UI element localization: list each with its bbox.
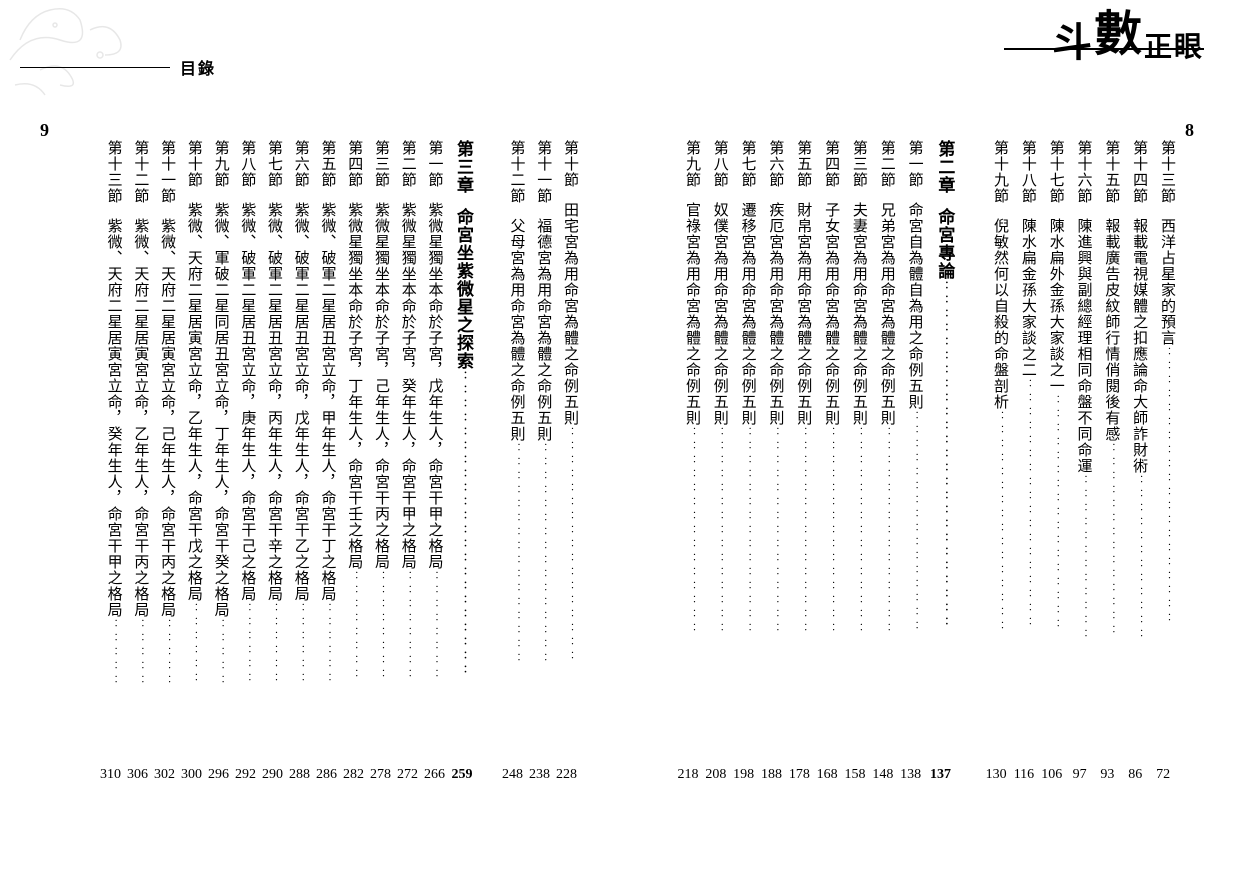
toc-entry: 第十二節 父母宮為用命宮為體之命例五則︰︰︰︰︰︰︰︰︰︰︰︰︰︰︰︰: [503, 140, 524, 783]
toc-columns-right: 第十三節 西洋占星家的預言︰︰︰︰︰︰︰︰︰︰︰︰︰︰︰︰︰︰︰︰ 第十四節 報載…: [677, 140, 1174, 783]
toc-pagenum: 290: [262, 767, 283, 783]
book-title: 斗 數 正眼: [1052, 0, 1204, 70]
toc-entry: 第三節 紫微星獨坐本命於子宮，己年生人，命宮干丙之格局︰︰︰︰︰︰︰︰: [367, 140, 388, 783]
toc-pagenum: 97: [1069, 767, 1091, 783]
toc-entry: 第七節 紫微、破軍二星居丑宮立命，丙年生人，命宮干辛之格局︰︰︰︰︰︰: [260, 140, 281, 783]
toc-entry: 第八節 奴僕宮為用命宮為體之命例五則︰︰︰︰︰︰︰︰︰︰︰︰︰︰︰: [705, 140, 727, 783]
toc-heading: 目錄: [180, 55, 216, 79]
toc-chapter: 第二章 命宮專論︰︰︰︰︰︰︰︰︰︰︰︰︰︰︰︰︰︰︰︰︰︰︰︰︰: [928, 140, 954, 783]
toc-entry: 第十節 紫微、天府二星居寅宮立命，乙年生人，命宮干戊之格局︰︰︰︰︰︰: [180, 140, 201, 783]
toc-pagenum: 198: [733, 767, 755, 783]
toc-entry: 第八節 紫微、破軍二星居丑宮立命，庚年生人，命宮干己之格局︰︰︰︰︰︰: [234, 140, 255, 783]
toc-pagenum: 306: [127, 767, 148, 783]
toc-pagenum: 296: [208, 767, 229, 783]
toc-pagenum: 248: [502, 767, 523, 783]
title-char-dou: 斗: [1052, 10, 1092, 68]
toc-pagenum: 278: [370, 767, 391, 783]
title-underline: [1004, 48, 1204, 50]
toc-entry: 第一節 紫微星獨坐本命於子宮，戊年生人，命宮干甲之格局︰︰︰︰︰︰︰︰: [421, 140, 442, 783]
flourish-decoration: [0, 0, 180, 100]
toc-entry: 第二節 紫微星獨坐本命於子宮，癸年生人，命宮干甲之格局︰︰︰︰︰︰︰︰: [394, 140, 415, 783]
toc-chapter: 第三章 命宮坐紫微星之探索︰︰︰︰︰︰︰︰︰︰︰︰︰︰︰︰︰︰︰︰︰︰: [447, 140, 472, 783]
toc-entry: 第六節 疾厄宮為用命宮為體之命例五則︰︰︰︰︰︰︰︰︰︰︰︰︰︰︰: [761, 140, 783, 783]
toc-pagenum: 302: [154, 767, 175, 783]
toc-entry: 第四節 紫微星獨坐本命於子宮，丁年生人，命宮干壬之格局︰︰︰︰︰︰︰︰: [341, 140, 362, 783]
toc-pagenum: 259: [451, 767, 473, 783]
toc-pagenum: 72: [1152, 767, 1174, 783]
toc-pagenum: 300: [181, 767, 202, 783]
toc-pagenum: 137: [928, 767, 954, 783]
toc-pagenum: 266: [424, 767, 445, 783]
page-number-left: 9: [40, 120, 49, 141]
page-left: 目錄 9 第十節 田宅宮為用命宮為體之命例五則︰︰︰︰︰︰︰︰︰︰︰︰︰︰︰︰︰…: [0, 0, 617, 873]
toc-entry: 第十二節 紫微、天府二星居寅宮立命，乙年生人，命宮干丙之格局︰︰︰︰︰: [127, 140, 148, 783]
toc-pagenum: 288: [289, 767, 310, 783]
toc-entry: 第五節 紫微、破軍二星居丑宮立命，甲年生人，命宮干丁之格局︰︰︰︰︰︰: [314, 140, 335, 783]
toc-pagenum: 148: [872, 767, 894, 783]
toc-pagenum: 106: [1041, 767, 1063, 783]
toc-pagenum: 86: [1124, 767, 1146, 783]
toc-entry: 第十節 田宅宮為用命宮為體之命例五則︰︰︰︰︰︰︰︰︰︰︰︰︰︰︰︰︰: [556, 140, 577, 783]
toc-pagenum: 178: [788, 767, 810, 783]
toc-entry: 第十八節 陳水扁金孫大家談之二︰︰︰︰︰︰︰︰︰︰︰︰︰︰︰︰︰︰: [1013, 140, 1035, 783]
toc-pagenum: 282: [343, 767, 364, 783]
toc-pagenum: 168: [816, 767, 838, 783]
title-char-shu: 數: [1094, 0, 1142, 64]
toc-entry: 第十四節 報載電視媒體之扣應論命大師詐財術︰︰︰︰︰︰︰︰︰︰︰︰: [1124, 140, 1146, 783]
toc-pagenum: 292: [235, 767, 256, 783]
toc-entry: 第十一節 紫微、天府二星居寅宮立命，己年生人，命宮干丙之格局︰︰︰︰︰: [153, 140, 174, 783]
toc-pagenum: 158: [844, 767, 866, 783]
toc-entry: 第四節 子女宮為用命宮為體之命例五則︰︰︰︰︰︰︰︰︰︰︰︰︰︰︰: [816, 140, 838, 783]
toc-pagenum: 272: [397, 767, 418, 783]
toc-pagenum: 116: [1013, 767, 1035, 783]
toc-entry: 第十三節 紫微、天府二星居寅宮立命，癸年生人，命宮干甲之格局︰︰︰︰︰: [100, 140, 121, 783]
toc-entry: 第十六節 陳進興與副總經理相同命盤不同命運︰︰︰︰︰︰︰︰︰︰︰︰: [1069, 140, 1091, 783]
toc-columns-left: 第十節 田宅宮為用命宮為體之命例五則︰︰︰︰︰︰︰︰︰︰︰︰︰︰︰︰︰第十一節 …: [100, 140, 577, 783]
toc-pagenum: 130: [985, 767, 1007, 783]
toc-entry: 第十三節 西洋占星家的預言︰︰︰︰︰︰︰︰︰︰︰︰︰︰︰︰︰︰︰︰: [1152, 140, 1174, 783]
page-right: 斗 數 正眼 8 第十三節 西洋占星家的預言︰︰︰︰︰︰︰︰︰︰︰︰︰︰︰︰︰︰…: [617, 0, 1234, 873]
toc-pagenum: 310: [100, 767, 121, 783]
toc-pagenum: 93: [1097, 767, 1119, 783]
toc-entry: 第三節 夫妻宮為用命宮為體之命例五則︰︰︰︰︰︰︰︰︰︰︰︰︰︰︰: [844, 140, 866, 783]
toc-entry: 第七節 遷移宮為用命宮為體之命例五則︰︰︰︰︰︰︰︰︰︰︰︰︰︰︰: [733, 140, 755, 783]
toc-entry: 第五節 財帛宮為用命宮為體之命例五則︰︰︰︰︰︰︰︰︰︰︰︰︰︰︰: [788, 140, 810, 783]
toc-pagenum: 188: [761, 767, 783, 783]
toc-entry: 第十五節 報載廣告皮紋師行情俏閱後有感︰︰︰︰︰︰︰︰︰︰︰︰︰︰: [1097, 140, 1119, 783]
toc-entry: 第十一節 福德宮為用命宮為體之命例五則︰︰︰︰︰︰︰︰︰︰︰︰︰︰︰︰: [530, 140, 551, 783]
toc-pagenum: 218: [677, 767, 699, 783]
toc-entry: 第九節 紫微、軍破二星同居丑宮立命，丁年生人，命宮干癸之格局︰︰︰︰︰: [207, 140, 228, 783]
toc-entry: 第二節 兄弟宮為用命宮為體之命例五則︰︰︰︰︰︰︰︰︰︰︰︰︰︰︰: [872, 140, 894, 783]
toc-pagenum: 238: [529, 767, 550, 783]
page-number-right: 8: [1185, 120, 1194, 141]
toc-entry: 第十七節 陳水扁外金孫大家談之一︰︰︰︰︰︰︰︰︰︰︰︰︰︰︰︰︰: [1041, 140, 1063, 783]
toc-pagenums-left: 228 238 248 259 266 272 278 282 286 288 290 292 296 3…: [100, 767, 577, 783]
toc-pagenum: 138: [900, 767, 922, 783]
toc-pagenum: 286: [316, 767, 337, 783]
toc-entry: 第九節 官祿宮為用命宮為體之命例五則︰︰︰︰︰︰︰︰︰︰︰︰︰︰︰: [677, 140, 699, 783]
toc-entry: 第六節 紫微、破軍二星居丑宮立命，戊年生人，命宮干乙之格局︰︰︰︰︰︰: [287, 140, 308, 783]
toc-pagenums-right: 72 86 93 97 106 116 130 137 138 148 158 168 178 188 19…: [677, 767, 1174, 783]
title-chars-zhengyan: 正眼: [1144, 25, 1204, 65]
toc-entry: 第一節 命宮自為體自為用之命例五則︰︰︰︰︰︰︰︰︰︰︰︰︰︰︰︰: [900, 140, 922, 783]
toc-pagenum: 228: [556, 767, 577, 783]
toc-entry: 第十九節 倪敏然何以自殺的命盤剖析︰︰︰︰︰︰︰︰︰︰︰︰︰︰︰︰: [985, 140, 1007, 783]
toc-pagenum: 208: [705, 767, 727, 783]
